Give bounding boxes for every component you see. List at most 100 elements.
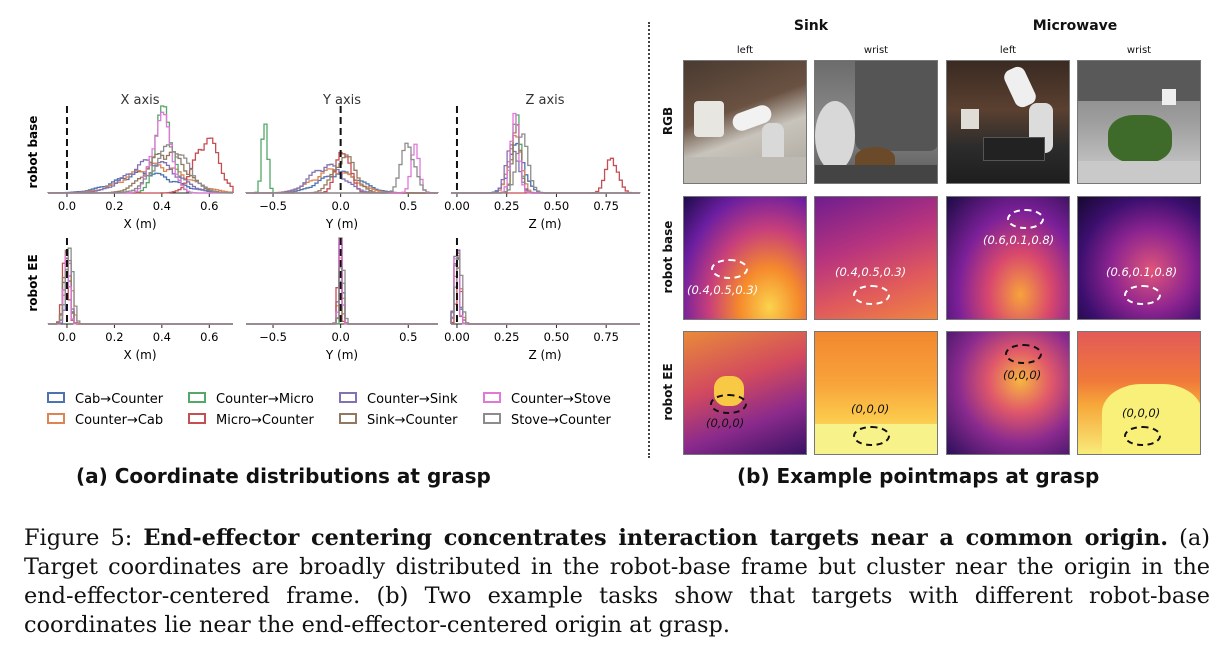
legend-swatch [483, 413, 501, 424]
hist-panel: −0.5 0.0 0.5 [246, 237, 438, 344]
x-tick-label: 0.50 [544, 199, 570, 213]
hist-panel: 0.0 0.2 0.4 0.6 [47, 105, 234, 213]
target-ellipse [1124, 426, 1161, 446]
hist-series [48, 105, 233, 194]
x-tick-label: 0.00 [444, 330, 470, 344]
col-title-microwave: Microwave [1032, 18, 1118, 34]
view-label-micro-wrist: wrist [1126, 45, 1152, 56]
legend-swatch [339, 392, 357, 403]
rgb-microwave-wrist [1077, 60, 1201, 184]
target-ellipse [853, 426, 890, 446]
hist-series [48, 247, 233, 325]
x-tick-label: 0.6 [200, 199, 218, 213]
x-tick-label: 0.0 [58, 199, 76, 213]
x-tick-label: 0.5 [399, 199, 417, 213]
coord-label: (0.6,0.1,0.8) [983, 233, 1055, 247]
rgb-sink-left [683, 60, 807, 184]
figure-caption-bold: End-effector centering concentrates inte… [143, 525, 1169, 551]
hist-series [48, 249, 233, 325]
xlabel-base-y: Y (m) [325, 217, 358, 231]
target-ellipse [711, 259, 748, 279]
view-label-sink-wrist: wrist [863, 45, 889, 56]
figure-caption-body: (a) Target coordinates are broadly distr… [24, 525, 1210, 638]
hist-panel: 0.0 0.2 0.4 0.6 [48, 238, 233, 344]
hist-series [450, 251, 640, 325]
hist-series [450, 256, 640, 325]
coord-label: (0,0,0) [1003, 368, 1042, 382]
hist-series [245, 168, 438, 194]
subcaption-a: (a) Coordinate distributions at grasp [76, 464, 491, 488]
legend-label: Counter→Micro [216, 392, 314, 407]
pointmap-base-micro-left: (0.6,0.1,0.8) [946, 196, 1070, 320]
legend: Cab→Counter Counter→Micro Counter→Sink C… [47, 392, 611, 428]
col-title-sink: Sink [793, 18, 829, 34]
coord-label: (0.4,0.5,0.3) [687, 283, 759, 297]
hist-series [451, 114, 640, 194]
hist-series [450, 252, 640, 325]
col-title-z: Z axis [525, 93, 564, 108]
legend-label: Sink→Counter [367, 413, 458, 428]
legend-label: Stove→Counter [511, 413, 611, 428]
legend-swatch [47, 392, 65, 403]
legend-swatch [47, 413, 65, 424]
x-tick-label: −0.5 [259, 199, 287, 213]
hist-series [450, 254, 640, 325]
pointmap-ee-micro-left: (0,0,0) [946, 331, 1070, 455]
x-tick-label: 0.25 [494, 199, 520, 213]
coord-label: (0,0,0) [1122, 406, 1161, 420]
xlabel-base-z: Z (m) [528, 217, 561, 231]
x-tick-label: 0.0 [331, 199, 349, 213]
legend-label: Counter→Cab [75, 413, 163, 428]
hist-series [451, 144, 640, 194]
row-label-pm-robot-base: robot base [661, 220, 675, 294]
legend-swatch [339, 413, 357, 424]
row-label-robot-ee: robot EE [26, 254, 40, 311]
panel-divider [648, 22, 650, 458]
subcaption-b: (b) Example pointmaps at grasp [737, 464, 1100, 488]
target-ellipse [1124, 285, 1161, 305]
figure-caption-prefix: Figure 5: [24, 525, 144, 551]
coord-label: (0,0,0) [706, 416, 745, 430]
hist-series [48, 257, 233, 325]
hist-series [48, 253, 233, 325]
col-title-y: Y axis [322, 93, 361, 108]
hist-series [246, 163, 438, 194]
hist-series [451, 133, 640, 194]
pointmap-ee-sink-wrist: (0,0,0) [814, 331, 938, 455]
x-tick-label: 0.5 [399, 330, 417, 344]
view-label-sink-left: left [736, 45, 754, 56]
hist-panel: 0.00 0.25 0.50 0.75 [444, 238, 640, 344]
hist-series [451, 112, 640, 194]
rgb-sink-wrist [814, 60, 938, 184]
x-tick-label: 0.2 [105, 199, 123, 213]
pointmap-ee-micro-wrist: (0,0,0) [1077, 331, 1201, 455]
pointmap-base-micro-wrist: (0.6,0.1,0.8) [1077, 196, 1201, 320]
hist-series [48, 144, 234, 194]
target-ellipse [1005, 344, 1042, 364]
xlabel-base-x: X (m) [123, 217, 156, 231]
col-title-x: X axis [120, 93, 159, 108]
rgb-microwave-left [946, 60, 1070, 184]
hist-series [246, 142, 439, 194]
legend-swatch [188, 392, 206, 403]
hist-series [246, 143, 438, 194]
row-label-rgb: RGB [661, 106, 675, 136]
hist-series [48, 262, 233, 325]
row-label-pm-robot-ee: robot EE [661, 363, 675, 421]
histogram-figure: 0.0 0.2 0.4 0.6 −0.5 0.0 0.5 0.00 0.25 0.50 0.750.… [26, 93, 641, 428]
hist-series [48, 257, 233, 325]
target-ellipse [710, 394, 747, 414]
x-tick-label: 0.4 [153, 330, 171, 344]
x-tick-label: 0.25 [494, 330, 520, 344]
hist-series [48, 111, 233, 194]
x-tick-label: 0.00 [444, 199, 470, 213]
row-label-robot-base: robot base [26, 116, 40, 189]
pointmap-base-sink-left: (0.4,0.5,0.3) [683, 196, 807, 320]
legend-swatch [188, 413, 206, 424]
x-tick-label: 0.4 [153, 199, 171, 213]
coord-label: (0,0,0) [851, 402, 890, 416]
legend-swatch [483, 392, 501, 403]
x-tick-label: 0.2 [105, 330, 123, 344]
xlabel-ee-x: X (m) [123, 348, 156, 362]
x-tick-label: 0.0 [58, 330, 76, 344]
